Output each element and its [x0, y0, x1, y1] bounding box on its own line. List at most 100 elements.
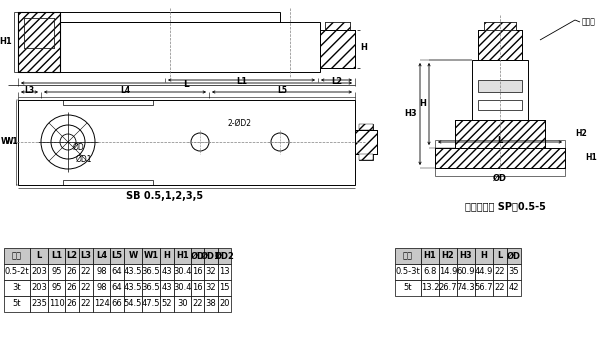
- Bar: [110, 248, 124, 264]
- Bar: [421, 264, 439, 280]
- Text: 26: 26: [67, 268, 78, 276]
- Text: 连接件组件 SP－0.5-5: 连接件组件 SP－0.5-5: [464, 201, 546, 211]
- Text: L5: L5: [277, 86, 287, 95]
- Bar: [359, 154, 373, 160]
- Bar: [124, 248, 142, 264]
- Bar: [48, 280, 65, 296]
- Text: 13.2: 13.2: [421, 283, 439, 293]
- Bar: [439, 264, 457, 280]
- Text: W1: W1: [5, 137, 19, 147]
- Bar: [48, 248, 65, 264]
- Bar: [355, 130, 377, 154]
- Text: H2: H2: [575, 129, 587, 139]
- Bar: [191, 280, 204, 296]
- Bar: [142, 248, 160, 264]
- Text: 30: 30: [177, 300, 188, 308]
- Bar: [160, 280, 174, 296]
- Bar: [435, 148, 565, 168]
- Bar: [24, 18, 54, 48]
- Text: L5: L5: [111, 251, 123, 261]
- Bar: [4, 248, 30, 264]
- Text: 36.5: 36.5: [142, 268, 160, 276]
- Bar: [478, 30, 522, 60]
- Text: 13: 13: [219, 268, 230, 276]
- Bar: [421, 248, 439, 264]
- Bar: [455, 120, 545, 148]
- Text: SB 0.5,1,2,3,5: SB 0.5,1,2,3,5: [126, 191, 203, 201]
- Bar: [359, 154, 373, 160]
- Bar: [421, 280, 439, 296]
- Bar: [475, 280, 493, 296]
- Bar: [142, 280, 160, 296]
- Bar: [507, 248, 521, 264]
- Text: 110: 110: [49, 300, 64, 308]
- Text: 98: 98: [96, 283, 107, 293]
- Text: L: L: [37, 251, 42, 261]
- Bar: [110, 280, 124, 296]
- Bar: [30, 264, 48, 280]
- Bar: [507, 280, 521, 296]
- Text: L: L: [497, 136, 503, 145]
- Text: ØD2: ØD2: [214, 251, 235, 261]
- Text: 98: 98: [96, 268, 107, 276]
- Bar: [478, 80, 522, 92]
- Bar: [65, 248, 79, 264]
- Text: 43.5: 43.5: [124, 268, 142, 276]
- Text: 124: 124: [93, 300, 109, 308]
- Bar: [63, 180, 153, 185]
- Text: 5t: 5t: [404, 283, 412, 293]
- Bar: [160, 296, 174, 312]
- Text: 32: 32: [206, 268, 216, 276]
- Text: ØD: ØD: [191, 251, 205, 261]
- Text: 30.4: 30.4: [174, 268, 192, 276]
- Bar: [204, 280, 218, 296]
- Bar: [4, 264, 30, 280]
- Text: 传感器: 传感器: [582, 18, 596, 27]
- Bar: [457, 264, 475, 280]
- Bar: [395, 280, 421, 296]
- Bar: [30, 296, 48, 312]
- Bar: [18, 100, 355, 185]
- Bar: [48, 264, 65, 280]
- Text: H: H: [481, 251, 488, 261]
- Text: 0.5-3t: 0.5-3t: [396, 268, 420, 276]
- Text: L1: L1: [236, 77, 247, 86]
- Text: 66: 66: [112, 300, 122, 308]
- Text: 43: 43: [162, 283, 172, 293]
- Text: 52: 52: [162, 300, 172, 308]
- Text: 56.7: 56.7: [475, 283, 493, 293]
- Text: 26.7: 26.7: [439, 283, 457, 293]
- Text: W1: W1: [144, 251, 159, 261]
- Bar: [320, 30, 355, 68]
- Text: 22: 22: [495, 268, 505, 276]
- Bar: [160, 248, 174, 264]
- Bar: [191, 248, 204, 264]
- Text: 6.8: 6.8: [423, 268, 437, 276]
- Bar: [484, 22, 516, 30]
- Bar: [65, 280, 79, 296]
- Bar: [320, 30, 355, 68]
- Bar: [493, 280, 507, 296]
- Bar: [493, 264, 507, 280]
- Bar: [455, 120, 545, 148]
- Bar: [160, 264, 174, 280]
- Text: 22: 22: [81, 268, 91, 276]
- Bar: [60, 22, 320, 72]
- Bar: [174, 264, 191, 280]
- Text: 容量: 容量: [403, 251, 413, 261]
- Text: 74.3: 74.3: [456, 283, 475, 293]
- Text: L1: L1: [51, 251, 62, 261]
- Text: L4: L4: [120, 86, 130, 95]
- Text: 47.5: 47.5: [142, 300, 160, 308]
- Bar: [218, 264, 231, 280]
- Bar: [79, 280, 93, 296]
- Text: 15: 15: [219, 283, 230, 293]
- Text: 20: 20: [219, 300, 230, 308]
- Text: 235: 235: [31, 300, 47, 308]
- Bar: [435, 148, 565, 168]
- Text: 64: 64: [112, 268, 122, 276]
- Bar: [60, 12, 280, 22]
- Bar: [359, 124, 373, 130]
- Bar: [79, 296, 93, 312]
- Text: ØD1: ØD1: [76, 155, 92, 164]
